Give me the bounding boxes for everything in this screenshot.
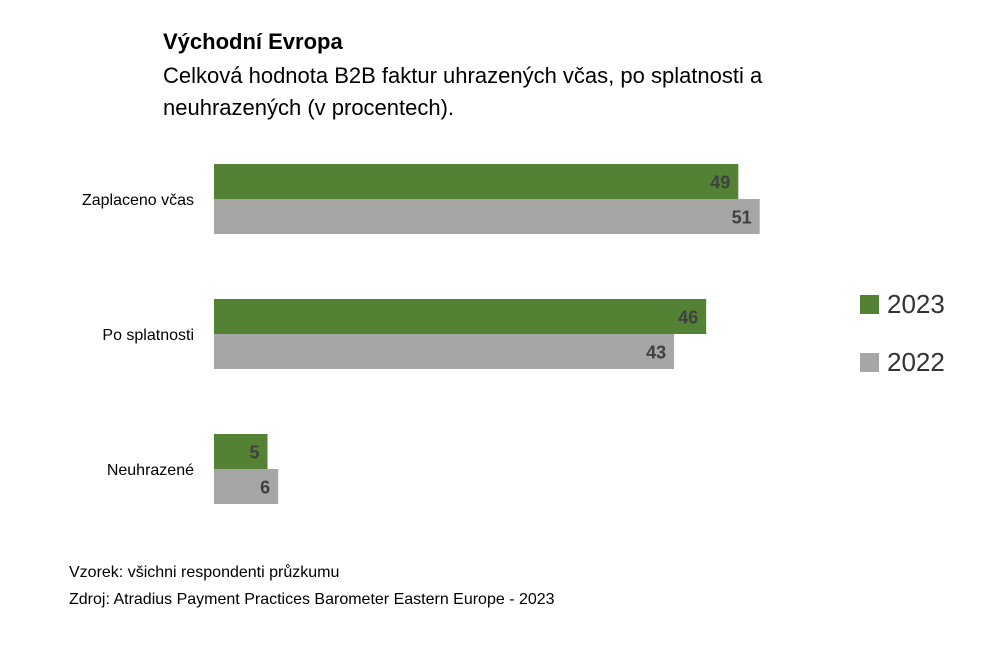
- source-note: Zdroj: Atradius Payment Practices Barome…: [69, 591, 555, 608]
- bar-2022-1: [214, 334, 675, 369]
- legend-label: 2022: [887, 346, 945, 377]
- legend-item-2023: 2023: [860, 275, 945, 333]
- bar-2023-1: [214, 299, 707, 334]
- data-label: 5: [249, 443, 259, 463]
- bar-2023-2: [214, 434, 268, 469]
- category-label: Zaplaceno včas: [82, 192, 194, 209]
- chart-legend: 2023 2022: [860, 275, 945, 391]
- data-label: 43: [646, 343, 666, 363]
- chart-subtitle: Celková hodnota B2B faktur uhrazených vč…: [163, 63, 763, 120]
- sample-note: Vzorek: všichni respondenti průzkumu: [69, 564, 340, 581]
- data-label: 6: [260, 478, 270, 498]
- category-label: Neuhrazené: [107, 462, 194, 479]
- legend-swatch: [860, 352, 879, 372]
- chart-title: Východní Evropa: [163, 29, 343, 54]
- legend-swatch: [860, 294, 879, 314]
- bar-2022-0: [214, 199, 760, 234]
- category-label: Po splatnosti: [102, 327, 194, 344]
- legend-item-2022: 2022: [860, 333, 945, 391]
- bar-2022-2: [214, 469, 279, 504]
- legend-label: 2023: [887, 288, 945, 319]
- bar-2023-0: [214, 164, 739, 199]
- data-label: 51: [732, 208, 752, 228]
- data-label: 46: [678, 308, 698, 328]
- data-label: 49: [710, 173, 730, 193]
